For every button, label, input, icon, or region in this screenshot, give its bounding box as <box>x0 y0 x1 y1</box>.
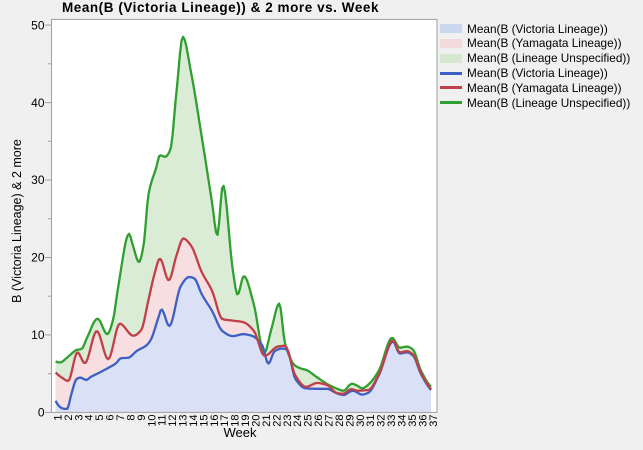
svg-text:0: 0 <box>38 406 45 420</box>
svg-text:11: 11 <box>157 415 169 426</box>
svg-text:37: 37 <box>428 415 440 427</box>
svg-text:30: 30 <box>355 415 367 427</box>
svg-text:12: 12 <box>167 415 179 427</box>
svg-text:25: 25 <box>303 415 315 427</box>
svg-text:27: 27 <box>324 415 336 427</box>
svg-text:20: 20 <box>31 251 45 265</box>
svg-text:29: 29 <box>344 415 356 427</box>
svg-text:21: 21 <box>261 415 273 427</box>
svg-text:26: 26 <box>313 415 325 427</box>
svg-text:14: 14 <box>188 415 200 427</box>
svg-text:31: 31 <box>365 415 377 427</box>
svg-text:17: 17 <box>219 415 231 427</box>
svg-text:34: 34 <box>397 415 409 427</box>
svg-text:40: 40 <box>31 96 45 110</box>
svg-text:5: 5 <box>94 415 106 421</box>
svg-text:13: 13 <box>178 415 190 427</box>
svg-text:33: 33 <box>386 415 398 427</box>
svg-text:36: 36 <box>417 415 429 427</box>
svg-text:8: 8 <box>125 415 137 421</box>
svg-text:15: 15 <box>198 415 210 427</box>
svg-text:32: 32 <box>376 415 388 427</box>
svg-text:22: 22 <box>271 415 283 427</box>
svg-text:28: 28 <box>334 415 346 427</box>
svg-text:10: 10 <box>31 328 45 342</box>
svg-text:50: 50 <box>31 18 45 32</box>
svg-text:19: 19 <box>240 415 252 427</box>
svg-text:9: 9 <box>136 415 148 421</box>
svg-text:16: 16 <box>209 415 221 427</box>
svg-text:7: 7 <box>115 415 127 421</box>
svg-text:6: 6 <box>105 415 117 421</box>
svg-text:1: 1 <box>52 415 64 421</box>
svg-text:20: 20 <box>251 415 263 427</box>
svg-text:2: 2 <box>63 415 75 421</box>
svg-text:4: 4 <box>84 415 96 421</box>
svg-text:24: 24 <box>292 415 304 427</box>
svg-text:35: 35 <box>407 415 419 427</box>
svg-text:3: 3 <box>73 415 85 421</box>
svg-text:30: 30 <box>31 173 45 187</box>
svg-text:23: 23 <box>282 415 294 427</box>
svg-text:18: 18 <box>230 415 242 427</box>
svg-text:10: 10 <box>146 415 158 427</box>
